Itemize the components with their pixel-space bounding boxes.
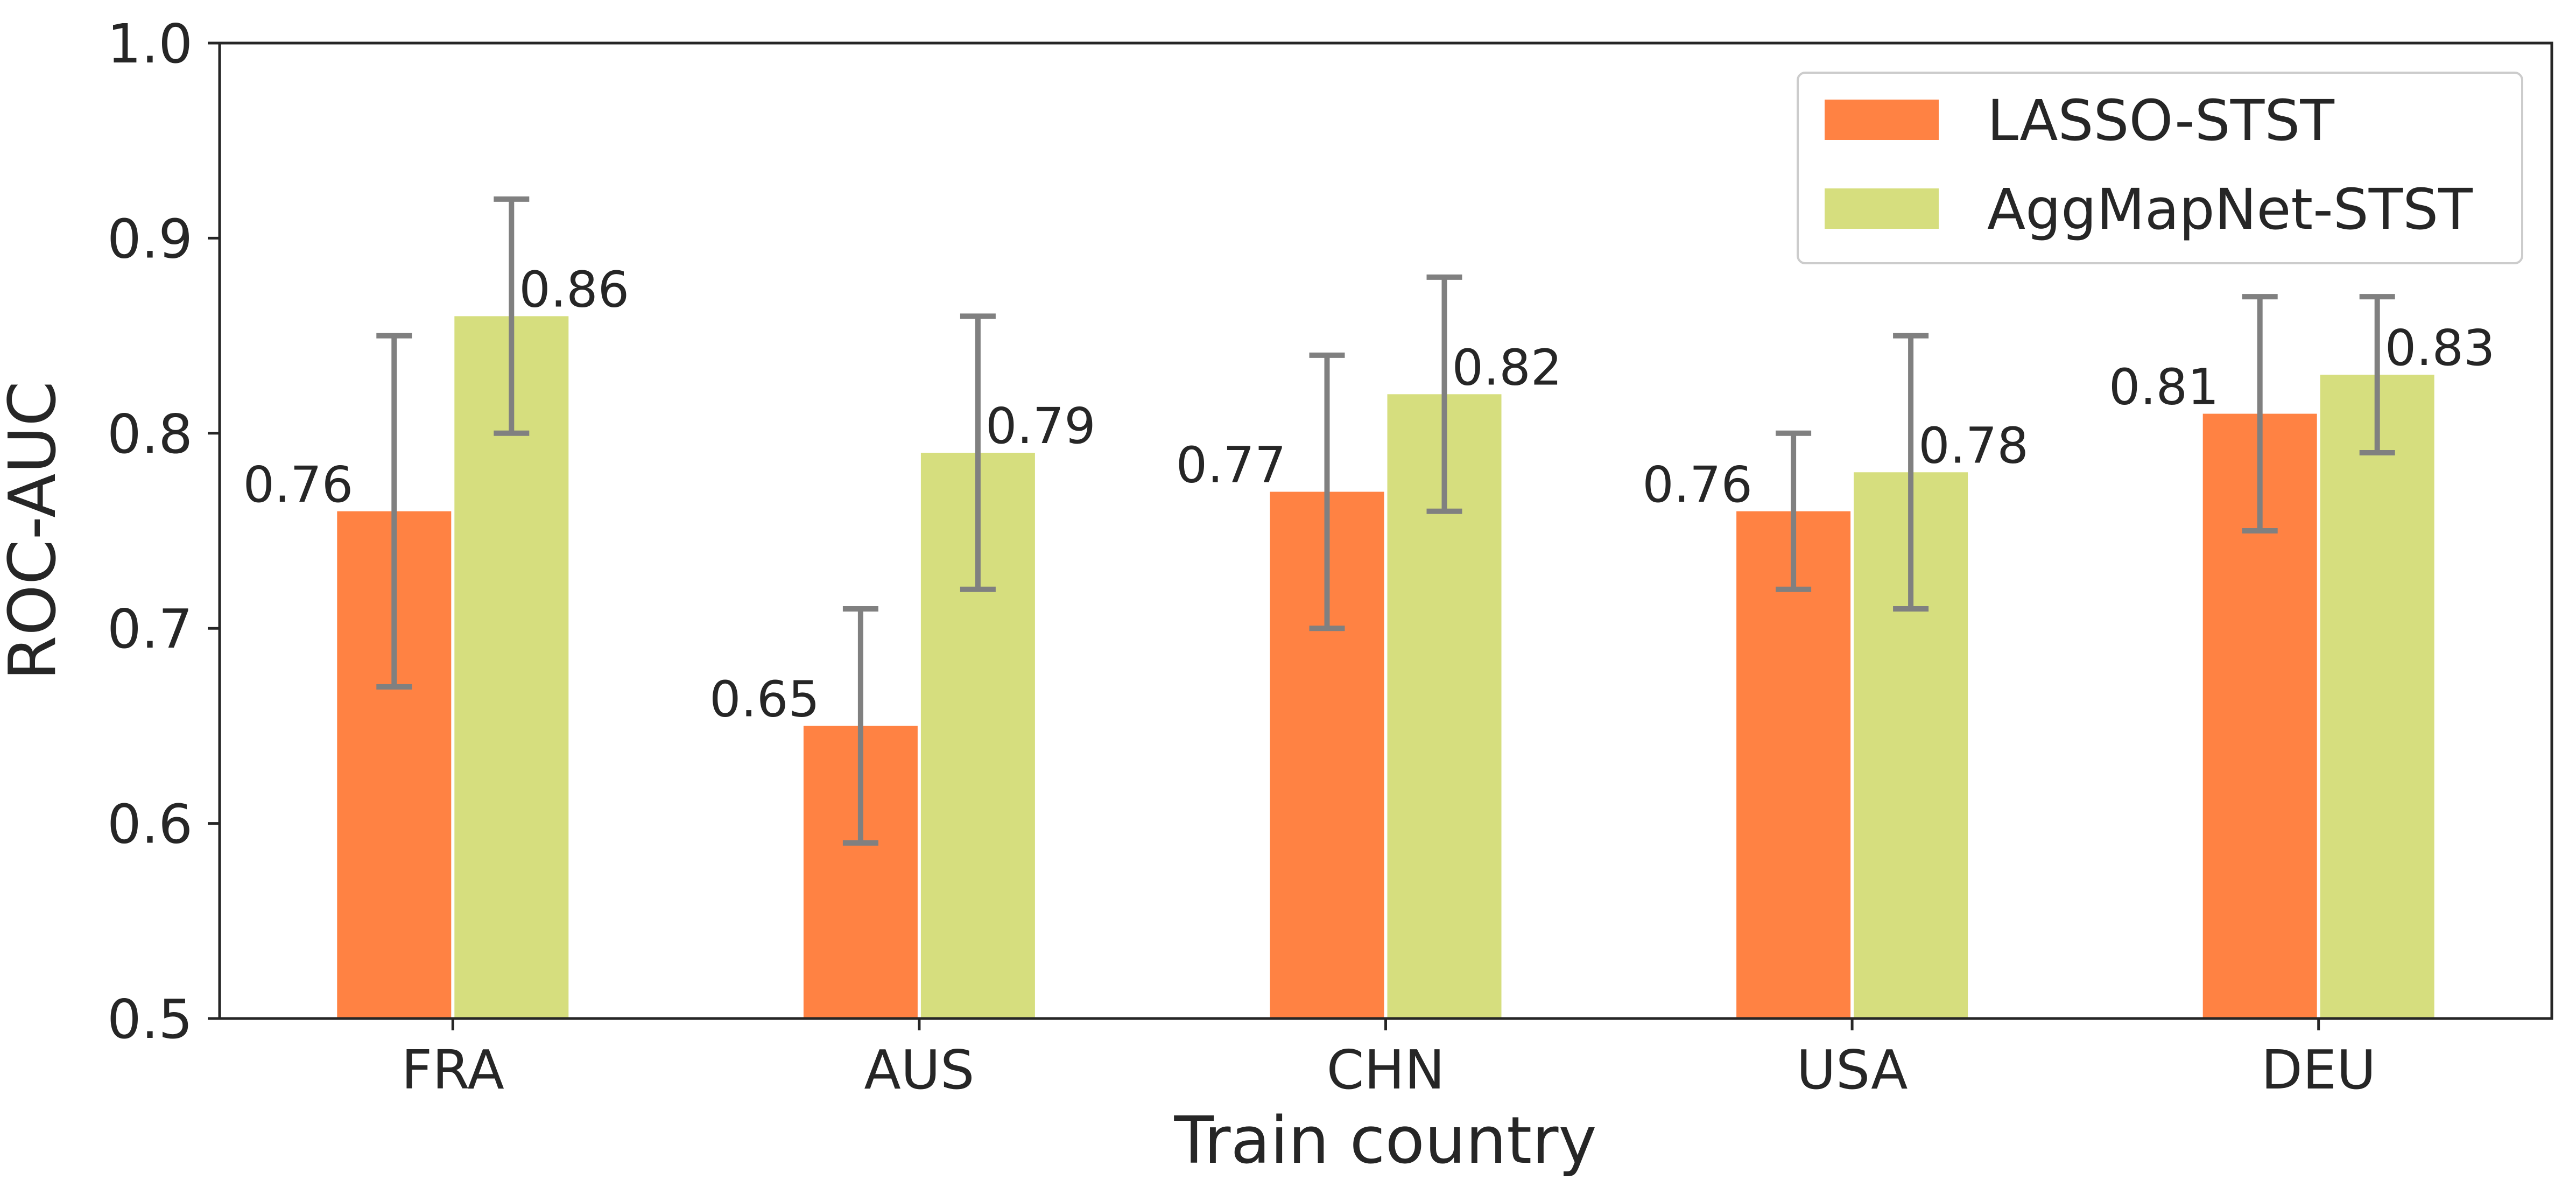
data-label-aggmapnet-stst-deu: 0.83 xyxy=(2385,319,2495,377)
errorbar-aggmapnet-stst-aus xyxy=(960,313,996,592)
x-tick-label-aus: AUS xyxy=(864,1038,974,1101)
errorbar-lasso-stst-chn xyxy=(1309,352,1345,631)
x-tick-label-deu: DEU xyxy=(2261,1038,2376,1101)
y-tick-label: 0.5 xyxy=(107,988,193,1051)
bars-layer xyxy=(337,316,2434,1019)
y-tick-label: 0.8 xyxy=(107,403,193,466)
legend: LASSO-STST AggMapNet-STST xyxy=(1797,72,2523,264)
data-label-aggmapnet-stst-aus: 0.79 xyxy=(986,397,1096,455)
legend-swatch-aggmapnet-stst xyxy=(1825,188,1939,229)
data-label-aggmapnet-stst-usa: 0.78 xyxy=(1918,417,2029,474)
legend-label-aggmapnet-stst: AggMapNet-STST xyxy=(1987,177,2473,242)
x-tick-label-chn: CHN xyxy=(1327,1038,1445,1101)
data-label-aggmapnet-stst-fra: 0.86 xyxy=(519,261,629,318)
data-label-lasso-stst-deu: 0.81 xyxy=(2109,359,2219,416)
x-axis-ticks: FRA AUS CHN USA DEU xyxy=(402,1019,2376,1101)
errorbar-aggmapnet-stst-deu xyxy=(2359,294,2395,456)
y-tick-label: 0.9 xyxy=(107,207,193,270)
data-label-lasso-stst-aus: 0.65 xyxy=(709,670,820,728)
errorbar-lasso-stst-deu xyxy=(2242,294,2278,533)
legend-swatch-lasso-stst xyxy=(1825,100,1939,140)
errorbar-lasso-stst-aus xyxy=(842,606,878,846)
data-labels-layer: 0.76 0.86 0.65 0.79 0.77 0.82 0.76 0.78 0.81 0.83 xyxy=(243,261,2495,728)
data-label-lasso-stst-chn: 0.77 xyxy=(1176,437,1286,494)
x-axis-title: Train country xyxy=(1174,1104,1597,1178)
y-tick-label: 1.0 xyxy=(107,12,193,75)
errorbar-lasso-stst-fra xyxy=(376,333,412,690)
y-axis-ticks: 0.5 0.6 0.7 0.8 0.9 1.0 xyxy=(107,12,220,1051)
x-tick-label-fra: FRA xyxy=(402,1038,504,1101)
data-label-lasso-stst-fra: 0.76 xyxy=(243,456,353,514)
bar-aggmapnet-stst-deu xyxy=(2320,375,2434,1019)
errorbar-aggmapnet-stst-fra xyxy=(494,196,530,436)
errorbars-layer xyxy=(376,196,2395,846)
errorbar-lasso-stst-usa xyxy=(1776,430,1812,592)
x-tick-label-usa: USA xyxy=(1797,1038,1908,1101)
errorbar-aggmapnet-stst-usa xyxy=(1893,333,1929,612)
errorbar-aggmapnet-stst-chn xyxy=(1426,274,1462,514)
y-axis-title: ROC-AUC xyxy=(0,381,71,680)
bar-lasso-stst-usa xyxy=(1736,511,1851,1019)
y-tick-label: 0.6 xyxy=(107,793,193,856)
y-tick-label: 0.7 xyxy=(107,598,193,661)
legend-frame xyxy=(1797,72,2523,264)
data-label-lasso-stst-usa: 0.76 xyxy=(1642,456,1752,514)
legend-label-lasso-stst: LASSO-STST xyxy=(1987,88,2334,153)
data-label-aggmapnet-stst-chn: 0.82 xyxy=(1452,339,1563,396)
